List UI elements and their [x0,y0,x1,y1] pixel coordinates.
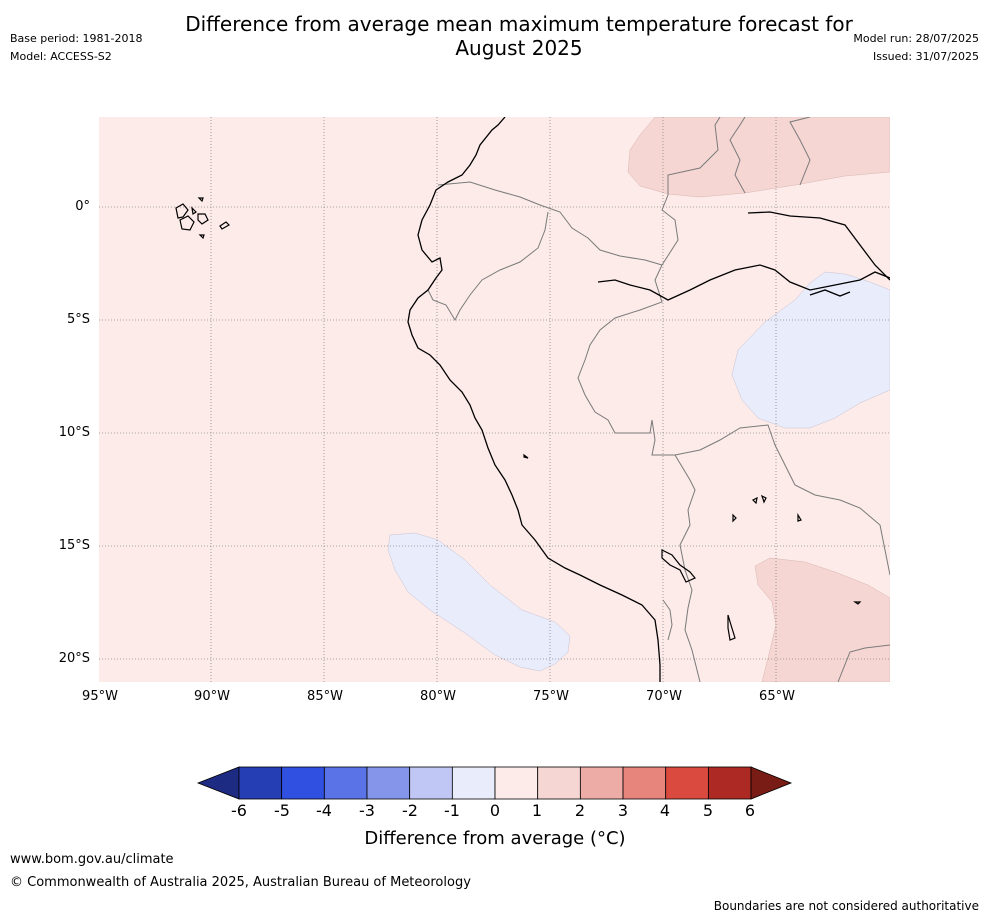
colorbar-segment [366,766,411,800]
website-url: www.bom.gov.au/climate [10,852,174,867]
colorbar-segment [494,766,539,800]
lat-label-15s: 15°S [58,538,90,553]
lat-label-20s: 20°S [58,651,90,666]
warm-anomaly-region-south [754,557,890,682]
cool-anomaly-region-ocean [387,532,571,672]
colorbar-tick: -3 [359,801,375,820]
colorbar-segment [622,766,667,800]
lon-label-70w: 70°W [646,689,682,704]
colorbar-arrow-right [750,766,793,800]
base-period: Base period: 1981-2018 [10,32,143,45]
lon-label-65w: 65°W [759,689,795,704]
warm-anomaly-region-north [627,117,890,198]
colorbar-segment [238,766,283,800]
colorbar-arrow-left [196,766,240,800]
country-borders [427,117,890,682]
colorbar-label: Difference from average (°C) [364,828,626,849]
copyright-notice: © Commonwealth of Australia 2025, Austra… [10,875,471,890]
model-name: Model: ACCESS-S2 [10,50,112,63]
lat-label-0: 0° [75,199,90,214]
colorbar-tick: 1 [531,801,543,820]
meta-right: Model run: 28/07/2025 Issued: 31/07/2025 [853,32,979,68]
colorbar-tick: -4 [316,801,332,820]
colorbar-segment [537,766,581,800]
colorbar-tick: 3 [617,801,629,820]
lon-label-80w: 80°W [420,689,456,704]
map-title: Difference from average mean maximum tem… [185,12,853,60]
colorbar-tick: 5 [702,801,714,820]
lat-label-10s: 10°S [58,425,90,440]
colorbar-segment [707,766,752,800]
lon-label-90w: 90°W [194,689,230,704]
colorbar-tick: 6 [744,801,756,820]
coastlines [407,117,890,682]
colorbar-segment [579,766,624,800]
lon-label-85w: 85°W [307,689,343,704]
colorbar-tick: 2 [574,801,586,820]
lon-label-75w: 75°W [533,689,569,704]
colorbar-tick: 0 [489,801,501,820]
islands [175,197,862,641]
model-run: Model run: 28/07/2025 [853,32,979,45]
colorbar-segment [451,766,496,800]
colorbar-segment [409,766,453,800]
gridlines [99,117,890,682]
lon-label-95w: 95°W [82,689,118,704]
colorbar-segment [665,766,709,800]
boundaries-disclaimer: Boundaries are not considered authoritat… [713,899,979,913]
colorbar-tick: -5 [274,801,290,820]
lat-label-5s: 5°S [66,312,90,327]
issued-date: Issued: 31/07/2025 [872,50,979,63]
colorbar-tick: -2 [402,801,418,820]
colorbar-segment [323,766,368,800]
colorbar-tick: -1 [444,801,460,820]
cool-anomaly-region-amazon [731,271,890,429]
colorbar-tick: -6 [231,801,247,820]
colorbar-tick: 4 [659,801,671,820]
meta-left: Base period: 1981-2018 Model: ACCESS-S2 [10,32,142,68]
colorbar-segment [281,766,325,800]
